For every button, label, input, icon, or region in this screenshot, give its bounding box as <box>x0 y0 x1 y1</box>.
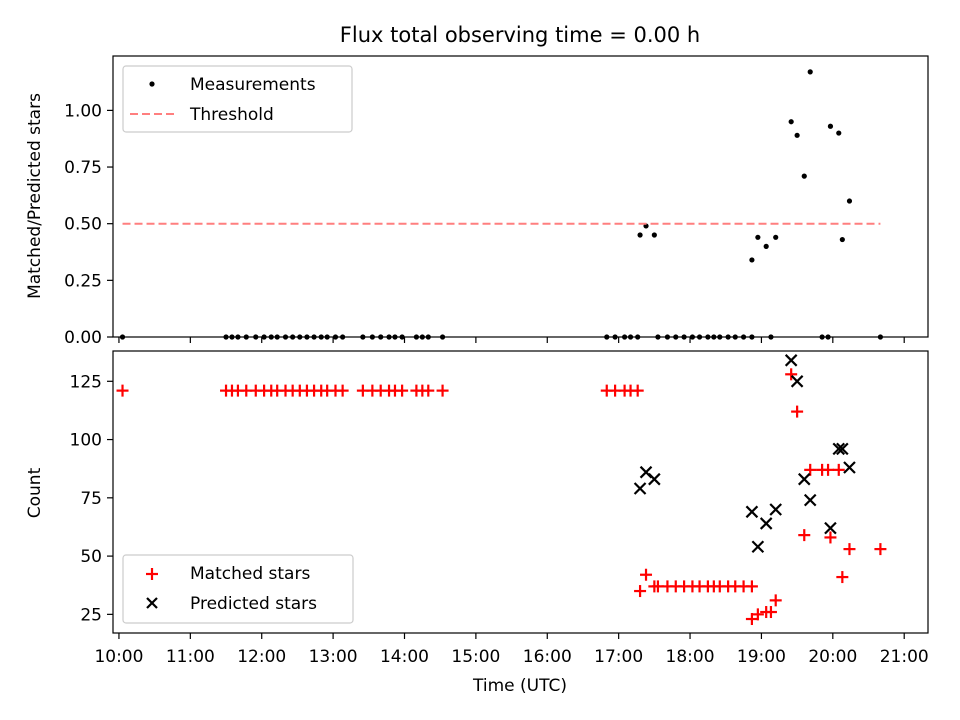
top-axes-xticks <box>118 337 905 343</box>
x-tick-label: 10:00 <box>94 647 143 667</box>
top-axes-frame <box>112 55 929 338</box>
measurement-point <box>801 173 807 179</box>
matched-stars-point <box>798 529 811 542</box>
bottom-axes-ylabel: Count <box>25 467 45 518</box>
matched-stars-point <box>116 384 129 397</box>
matched-stars-point <box>422 384 435 397</box>
matched-stars-point <box>832 463 845 476</box>
legend-predicted-marker <box>146 597 158 609</box>
predicted-stars-point <box>769 503 782 516</box>
x-tick-label: 18:00 <box>666 647 715 667</box>
top-axes: 0.00 0.25 0.50 0.75 1.00 Matched/Predicted s… <box>25 55 929 348</box>
top-legend: Measurements Threshold <box>122 65 353 133</box>
bottom-legend-frame <box>122 554 354 624</box>
measurement-point <box>794 132 800 138</box>
legend-matched-label: Matched stars <box>190 564 310 584</box>
y-tick-label: 125 <box>70 372 102 392</box>
predicted-stars-point <box>759 517 773 530</box>
predicted-stars-point <box>824 521 837 535</box>
measurement-point <box>773 234 779 240</box>
predicted-stars-point <box>803 493 817 507</box>
legend-measurements-label: Measurements <box>190 75 316 95</box>
predicted-stars-point <box>784 354 798 367</box>
y-tick-label: 0.75 <box>64 158 102 178</box>
bottom-axes-frame <box>112 350 929 634</box>
predicted-stars-point <box>843 461 856 474</box>
matched-stars-point <box>751 608 764 621</box>
matched-stars-point <box>764 606 777 619</box>
bottom-axes-xticks: 10:00 11:00 12:00 13:00 14:00 15:00 16:00 17:00… <box>94 633 929 667</box>
matched-stars-point <box>436 384 449 397</box>
y-tick-label: 1.00 <box>64 101 102 121</box>
x-tick-label: 15:00 <box>451 647 500 667</box>
legend-matched-marker <box>146 568 158 580</box>
y-tick-label: 0.50 <box>64 215 102 235</box>
predicted-stars-point <box>836 442 849 456</box>
x-tick-label: 21:00 <box>880 647 929 667</box>
matched-stars-point <box>631 384 644 397</box>
predicted-stars-point <box>797 472 811 486</box>
predicted-stars-point <box>633 482 647 495</box>
predicted-stars-point <box>751 540 765 554</box>
measurement-point <box>749 257 755 263</box>
matched-stars-point <box>634 585 647 598</box>
x-tick-label: 17:00 <box>594 647 643 667</box>
y-tick-label: 0.25 <box>64 271 102 291</box>
y-tick-label: 75 <box>80 489 102 509</box>
bottom-legend: Matched stars Predicted stars <box>122 554 354 624</box>
matched-stars-point <box>336 384 349 397</box>
measurement-point <box>755 234 761 240</box>
matched-stars-point <box>836 571 849 584</box>
y-tick-label: 50 <box>80 547 102 567</box>
y-tick-label: 0.00 <box>64 328 102 348</box>
measurement-point <box>651 232 657 238</box>
bottom-axes-yticks: 25 50 75 100 125 <box>70 372 113 625</box>
x-tick-label: 11:00 <box>166 647 215 667</box>
predicted-stars-point <box>745 505 759 519</box>
bottom-axes-marks <box>116 354 887 626</box>
legend-predicted-label: Predicted stars <box>190 594 317 614</box>
measurement-point <box>846 198 853 204</box>
bottom-axes: 25 50 75 100 125 10:00 11:00 12:00 13:00 14:00 15… <box>25 350 929 696</box>
measurement-point <box>827 123 834 129</box>
matched-stars-point <box>874 543 887 556</box>
y-tick-label: 100 <box>70 431 102 451</box>
matched-stars-point <box>769 594 782 607</box>
matched-stars-point <box>785 368 798 381</box>
x-tick-label: 20:00 <box>808 647 857 667</box>
y-tick-label: 25 <box>80 605 102 625</box>
matched-stars-point <box>804 463 817 476</box>
measurement-point <box>836 130 842 136</box>
top-axes-ylabel: Matched/Predicted stars <box>25 93 45 299</box>
measurement-point <box>788 119 794 125</box>
matched-stars-point <box>843 543 856 556</box>
x-tick-label: 19:00 <box>737 647 786 667</box>
x-tick-label: 13:00 <box>309 647 358 667</box>
x-tick-label: 16:00 <box>523 647 572 667</box>
legend-measurements-marker <box>149 81 155 87</box>
measurement-point <box>807 69 813 75</box>
predicted-stars-point <box>832 442 846 456</box>
measurement-point <box>839 236 845 243</box>
matched-stars-point <box>824 531 837 544</box>
measurement-point <box>637 232 643 238</box>
matched-stars-point <box>396 384 409 397</box>
bottom-axes-xlabel: Time (UTC) <box>472 676 567 696</box>
matched-stars-point <box>791 405 804 418</box>
x-tick-label: 12:00 <box>237 647 286 667</box>
matched-stars-point <box>745 580 758 593</box>
measurement-point <box>763 243 769 249</box>
top-axes-yticks: 0.00 0.25 0.50 0.75 1.00 <box>64 101 113 348</box>
predicted-stars-point <box>648 472 661 486</box>
figure-title: Flux total observing time = 0.00 h <box>340 23 700 47</box>
matched-stars-point <box>822 463 835 476</box>
legend-threshold-label: Threshold <box>189 105 274 125</box>
x-tick-label: 14:00 <box>380 647 429 667</box>
predicted-stars-point <box>790 375 804 388</box>
top-legend-frame <box>122 65 353 133</box>
matched-stars-point <box>640 568 653 581</box>
